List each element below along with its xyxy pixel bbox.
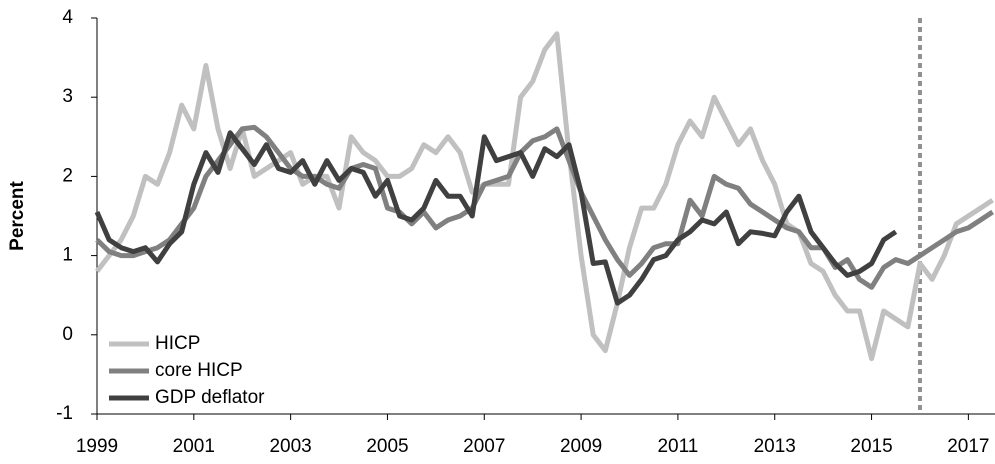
x-tick-label: 2003 [269, 436, 311, 457]
series-line [95, 124, 994, 290]
legend-label: GDP deflator [155, 387, 265, 408]
x-tick-label: 2009 [560, 436, 602, 457]
y-tick-label: 4 [62, 7, 73, 28]
legend-label: HICP [155, 333, 200, 354]
x-tick-label: 2005 [366, 436, 408, 457]
y-axis-label: Percent [7, 180, 28, 250]
y-tick-label: 2 [62, 165, 73, 186]
x-tick-label: 2011 [657, 436, 698, 457]
y-tick-label: -1 [56, 403, 73, 424]
y-tick-label: 3 [62, 86, 73, 107]
x-tick-label: 2001 [173, 436, 215, 457]
x-tick-label: 2017 [947, 436, 989, 457]
series-line [94, 130, 898, 306]
x-tick-label: 2007 [463, 436, 505, 457]
y-tick-label: 1 [62, 245, 73, 266]
series-line [95, 31, 994, 362]
x-tick-label: 1999 [76, 436, 118, 457]
x-tick-label: 2013 [754, 436, 796, 457]
y-tick-label: 0 [62, 324, 73, 345]
x-tick-label: 2015 [850, 436, 892, 457]
legend-label: core HICP [155, 360, 243, 381]
